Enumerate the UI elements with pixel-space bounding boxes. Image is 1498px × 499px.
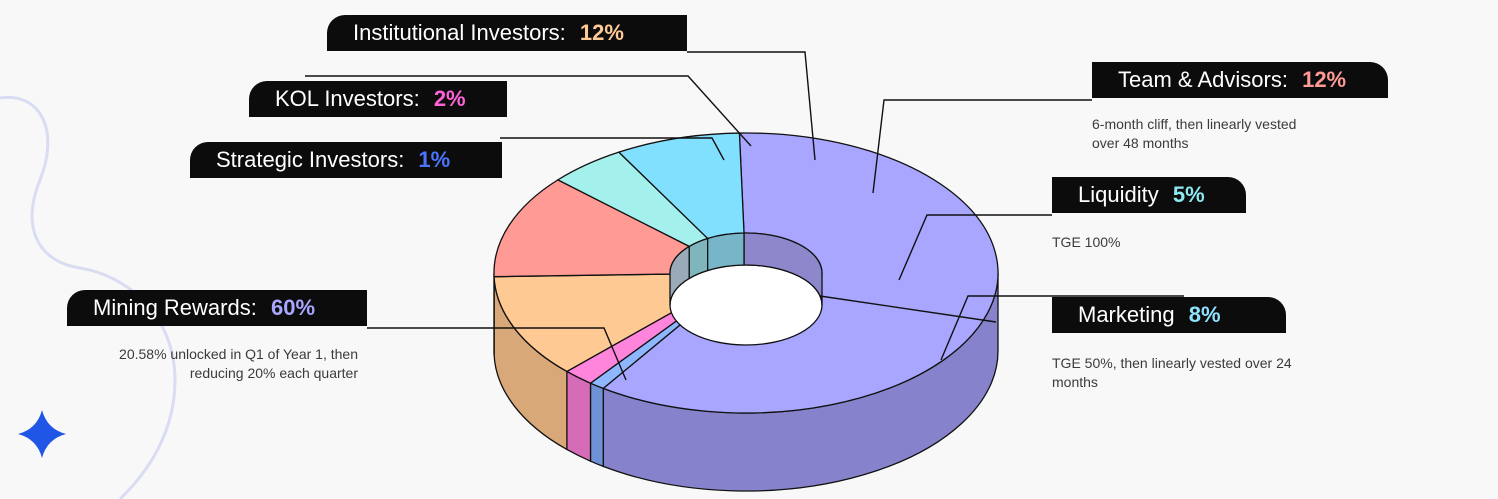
leader-marketing — [940, 295, 1184, 361]
kol-investors-value: 2% — [433, 86, 466, 111]
marketing-name: Marketing — [1078, 302, 1175, 327]
kol-investors-label: KOL Investors: 2% — [249, 81, 507, 117]
hole-mining-rewards — [743, 232, 823, 306]
team-advisors-name: Team & Advisors — [1118, 67, 1282, 92]
mining-rewards-label: Mining Rewards: 60% — [67, 290, 367, 326]
team-advisors-value: 12% — [1302, 67, 1347, 92]
background-decoration — [0, 95, 177, 499]
institutional-investors-value: 12% — [579, 20, 624, 45]
leader-kol-investors — [305, 75, 752, 147]
mining-rewards-value: 60% — [270, 295, 316, 320]
kol-investors-name: KOL Investors — [275, 86, 414, 111]
strategic-investors-label: Strategic Investors: 1% — [190, 142, 502, 178]
leader-liquidity-to-marketing — [819, 295, 997, 323]
pie-hole-walls — [669, 232, 823, 346]
team-advisors-label: Team & Advisors: 12% — [1092, 62, 1388, 98]
mining-rewards-note: 20.58% unlocked in Q1 of Year 1, then re… — [119, 346, 358, 381]
marketing-note: TGE 50%, then linearly vested over 24 mo… — [1052, 355, 1292, 390]
leader-liquidity — [898, 214, 1052, 281]
leader-institutional-investors — [687, 51, 816, 161]
team-advisors-note: 6-month cliff, then linearly vested over… — [1092, 116, 1297, 151]
liquidity-value: 5% — [1172, 182, 1205, 207]
marketing-label: Marketing 8% — [1052, 297, 1286, 333]
side-strategic-investors — [589, 382, 604, 468]
strategic-investors-value: 1% — [418, 147, 451, 172]
sparkle-icon — [18, 410, 66, 458]
liquidity-name: Liquidity — [1078, 182, 1159, 207]
marketing-value: 8% — [1188, 302, 1221, 327]
pie-top-faces — [493, 132, 999, 414]
strategic-investors-name: Strategic Investors — [216, 147, 399, 172]
leader-mining-rewards — [367, 327, 627, 381]
leader-strategic-investors — [500, 137, 725, 161]
leader-team-advisors — [872, 99, 1092, 194]
liquidity-note: TGE 100% — [1052, 234, 1121, 250]
side-kol-investors — [566, 370, 592, 463]
hole-marketing — [707, 232, 745, 272]
mining-rewards-name: Mining Rewards — [93, 295, 251, 320]
institutional-investors-label: Institutional Investors: 12% — [327, 15, 687, 51]
institutional-investors-name: Institutional Investors — [353, 20, 560, 45]
liquidity-label: Liquidity 5% — [1052, 177, 1246, 213]
